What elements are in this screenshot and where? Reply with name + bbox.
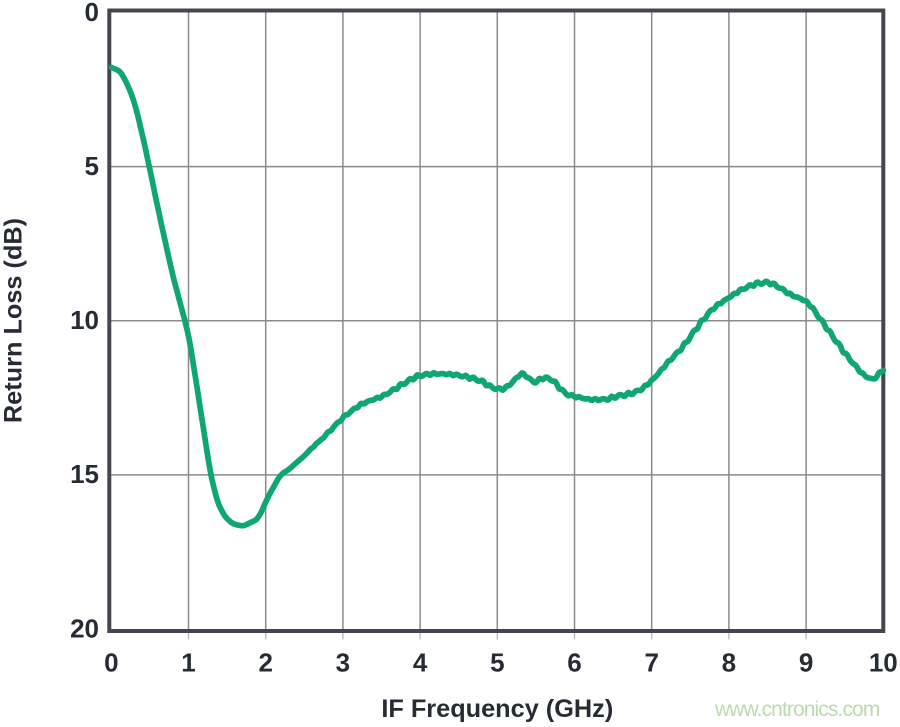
svg-text:2: 2 (258, 648, 272, 678)
svg-text:www.cntronics.com: www.cntronics.com (714, 698, 880, 721)
svg-text:7: 7 (644, 648, 658, 678)
svg-text:6: 6 (567, 648, 581, 678)
svg-text:1: 1 (181, 648, 195, 678)
svg-text:3: 3 (336, 648, 350, 678)
svg-text:4: 4 (413, 648, 428, 678)
svg-text:0: 0 (104, 648, 118, 678)
svg-text:10: 10 (869, 648, 898, 678)
svg-text:20: 20 (70, 613, 99, 643)
svg-text:0: 0 (85, 0, 99, 27)
svg-text:15: 15 (70, 459, 99, 489)
svg-text:8: 8 (722, 648, 736, 678)
svg-text:10: 10 (70, 305, 99, 335)
svg-text:Return Loss (dB): Return Loss (dB) (0, 218, 28, 423)
svg-text:5: 5 (85, 151, 99, 181)
svg-text:5: 5 (490, 648, 504, 678)
svg-text:9: 9 (799, 648, 813, 678)
svg-text:IF Frequency (GHz): IF Frequency (GHz) (381, 695, 613, 723)
